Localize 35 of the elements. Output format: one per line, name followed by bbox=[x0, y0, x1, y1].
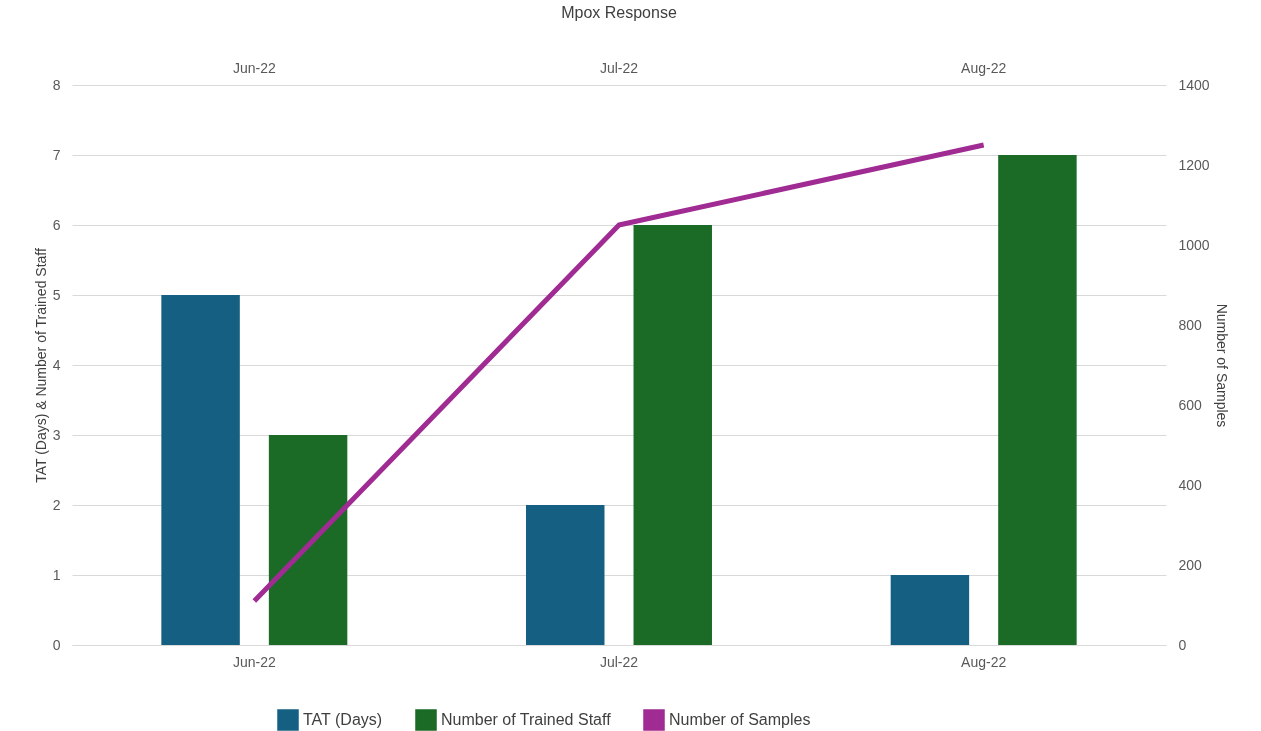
y2-tick-label: 1000 bbox=[1178, 236, 1210, 253]
y-axis-title: TAT (Days) & Number of Trained Staff bbox=[32, 248, 49, 483]
legend-label: Number of Trained Staff bbox=[441, 711, 612, 728]
bar bbox=[161, 295, 240, 645]
y-tick-label: 2 bbox=[52, 496, 61, 513]
y-tick-label: 7 bbox=[52, 146, 61, 163]
x-tick-label: Aug-22 bbox=[961, 653, 1007, 670]
chart-title: Mpox Response bbox=[561, 4, 677, 21]
y2-axis-title: Number of Samples bbox=[1213, 303, 1230, 428]
y2-tick-label: 0 bbox=[1178, 636, 1187, 653]
y-tick-label: 3 bbox=[52, 426, 61, 443]
y2-tick-label: 1400 bbox=[1178, 76, 1210, 93]
y2-tick-label: 600 bbox=[1178, 396, 1203, 413]
y2-tick-label: 400 bbox=[1178, 476, 1203, 493]
bar bbox=[633, 225, 712, 645]
legend-label: Number of Samples bbox=[669, 711, 811, 728]
y-tick-label: 8 bbox=[52, 76, 61, 93]
bar bbox=[526, 505, 605, 645]
category-label: Jul-22 bbox=[599, 59, 639, 76]
y-tick-label: 1 bbox=[52, 566, 61, 583]
y-tick-label: 5 bbox=[52, 286, 61, 303]
bar bbox=[268, 435, 348, 645]
x-tick-label: Jul-22 bbox=[599, 653, 639, 670]
bar bbox=[998, 155, 1077, 645]
y-tick-label: 0 bbox=[52, 636, 61, 653]
x-tick-label: Jun-22 bbox=[232, 653, 276, 670]
y2-tick-label: 800 bbox=[1178, 316, 1203, 333]
legend-label: TAT (Days) bbox=[303, 711, 383, 728]
y-tick-label: 6 bbox=[52, 216, 61, 233]
bar bbox=[890, 575, 970, 645]
category-label: Jun-22 bbox=[232, 59, 276, 76]
category-label: Aug-22 bbox=[961, 59, 1007, 76]
y-tick-label: 4 bbox=[52, 356, 61, 373]
y2-tick-label: 1200 bbox=[1178, 156, 1210, 173]
y2-tick-label: 200 bbox=[1178, 556, 1203, 573]
